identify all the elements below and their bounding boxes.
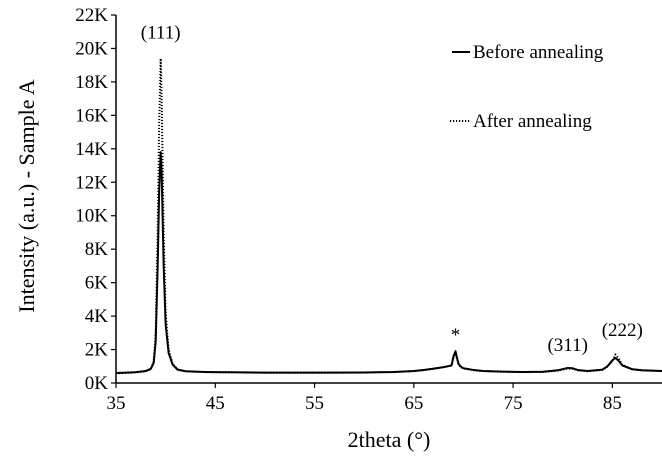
axes — [115, 15, 662, 384]
y-tick-label: 0K — [85, 373, 109, 394]
y-tick-label: 22K — [75, 5, 108, 26]
legend-label-after: After annealing — [473, 111, 592, 132]
y-tick-label: 4K — [85, 306, 109, 327]
ticks: 0K 2K 4K 6K 8K 10K 12K 14K 16K 18K 20K 22K 35 45 55 65 7… — [75, 5, 622, 414]
x-tick-label: 85 — [603, 393, 622, 414]
y-tick-label: 14K — [75, 139, 108, 160]
x-tick-label: 35 — [107, 393, 126, 414]
y-tick-label: 20K — [75, 38, 108, 59]
peak-annotation: * — [451, 325, 461, 346]
y-axis-title: Intensity (a.u.) - Sample A — [14, 79, 39, 313]
x-axis-title: 2theta (°) — [348, 427, 431, 452]
y-tick-label: 8K — [85, 239, 109, 260]
peak-annotation: (111) — [141, 22, 181, 43]
y-tick-label: 12K — [75, 172, 108, 193]
x-tick-label: 45 — [206, 393, 225, 414]
y-tick-label: 10K — [75, 206, 108, 227]
legend: Before annealing After annealing — [450, 42, 604, 132]
series-line-after-annealing — [115, 57, 662, 375]
peak-annotation: (222) — [602, 320, 643, 341]
peak-annotation: (311) — [547, 335, 587, 356]
plot-lines — [115, 57, 662, 375]
x-tick-label: 55 — [305, 393, 324, 414]
y-tick-label: 16K — [75, 105, 108, 126]
y-tick-label: 6K — [85, 273, 109, 294]
y-tick-label: 18K — [75, 72, 108, 93]
x-tick-label: 65 — [404, 393, 423, 414]
y-tick-label: 2K — [85, 340, 109, 361]
x-tick-label: 75 — [504, 393, 523, 414]
legend-label-before: Before annealing — [473, 42, 604, 63]
annotations: (111) * (311) (222) — [141, 22, 643, 356]
